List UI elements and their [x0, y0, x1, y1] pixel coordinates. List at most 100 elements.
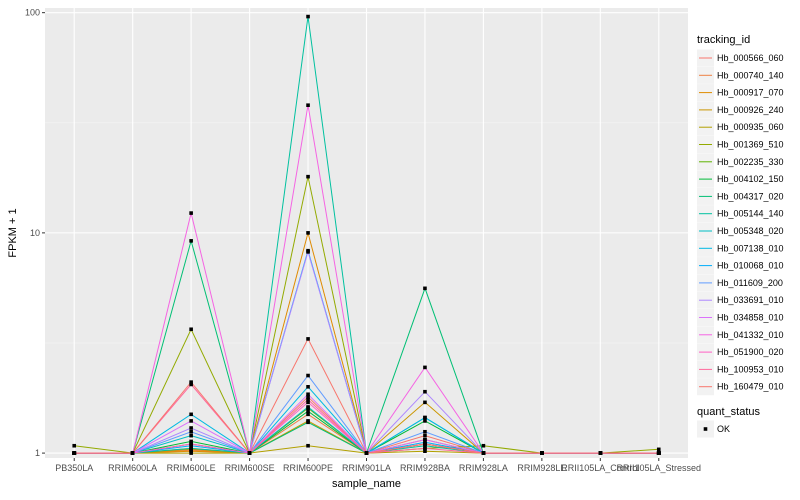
legend-label: Hb_005144_140 [717, 209, 784, 219]
quant-status-legend-items: OK [697, 420, 730, 438]
data-point [423, 415, 427, 420]
legend-key-point [703, 427, 708, 431]
data-point [423, 365, 427, 370]
data-point [306, 420, 310, 425]
data-point [656, 451, 661, 455]
legend-label: Hb_160479_010 [717, 382, 784, 392]
data-point [423, 419, 427, 423]
x-tick-label: RRIM600SE [225, 463, 275, 473]
legend-title: tracking_id [697, 34, 750, 46]
legend-item: Hb_000740_140 [697, 66, 784, 84]
data-point [306, 397, 310, 402]
data-point [423, 449, 427, 454]
legend-label: Hb_051900_020 [717, 347, 784, 357]
data-point [364, 451, 369, 455]
quant-status-legend-title: quant_status [697, 406, 760, 418]
x-axis: PB350LA RRIM600LA RRIM600LE RRIM600SE RRIM60… [55, 458, 701, 473]
data-point [72, 443, 77, 448]
x-tick-label: RRIM600PE [283, 463, 333, 473]
legend-item: Hb_010068_010 [697, 257, 784, 275]
data-point [306, 400, 310, 405]
legend-label: Hb_005348_020 [717, 226, 784, 236]
data-point [72, 451, 77, 455]
data-point [189, 433, 193, 438]
data-point [598, 451, 603, 455]
data-point [306, 443, 310, 448]
legend-label: Hb_000917_070 [717, 88, 784, 98]
legend-items: Hb_000566_060 Hb_000740_140 Hb_000917_070 H… [697, 49, 784, 396]
data-point [189, 442, 193, 446]
x-tick-label: RRIM928BA [400, 463, 450, 473]
y-tick-label: 10 [30, 228, 40, 238]
quant-status-label: OK [717, 424, 730, 434]
data-point [189, 380, 193, 384]
legend-item: Hb_004102_150 [697, 170, 784, 188]
x-axis-title: sample_name [332, 478, 401, 490]
x-tick-label: PB350LA [55, 463, 93, 473]
data-point [481, 451, 486, 455]
data-point [306, 395, 310, 399]
data-point [306, 385, 310, 389]
data-point [423, 389, 427, 394]
data-point [481, 443, 486, 448]
data-point [423, 437, 427, 442]
data-point [306, 174, 310, 179]
data-point [306, 337, 310, 341]
data-point [423, 400, 427, 405]
legend-label: Hb_100953_010 [717, 364, 784, 374]
legend-item: Hb_034858_010 [697, 309, 784, 326]
legend-label: Hb_000935_060 [717, 122, 784, 132]
data-point [189, 446, 193, 451]
data-point [306, 14, 310, 19]
x-tick-label: RRIM600LE [167, 463, 216, 473]
legend-label: Hb_033691_010 [717, 295, 784, 305]
data-point [306, 250, 310, 254]
x-tick-label: RRIM928LE [517, 463, 566, 473]
legend-item: Hb_005144_140 [697, 205, 784, 223]
x-tick-label: RRIM928LA [459, 463, 508, 473]
legend-item: Hb_041332_010 [697, 326, 784, 344]
y-axis-title: FPKM + 1 [7, 208, 19, 257]
legend-label: Hb_002235_330 [717, 157, 784, 167]
data-point [656, 447, 661, 452]
data-point [540, 451, 544, 455]
legend-item: Hb_002235_330 [697, 153, 784, 171]
data-point [189, 429, 193, 434]
legend-label: Hb_004317_020 [717, 191, 784, 201]
data-point [306, 392, 310, 397]
legend-label: Hb_034858_010 [717, 313, 784, 323]
legend-item: Hb_000926_240 [697, 101, 784, 119]
legend-label: Hb_001369_510 [717, 140, 784, 150]
data-point [189, 426, 193, 430]
data-point [189, 382, 193, 387]
data-point [189, 451, 193, 455]
legend-item: Hb_000566_060 [697, 49, 784, 67]
legend-label: Hb_000566_060 [717, 53, 784, 63]
data-point [423, 446, 427, 451]
x-tick-label: RRII105LA_Stressed [616, 463, 701, 473]
legend-item: Hb_011609_200 [697, 274, 783, 292]
legend-label: Hb_041332_010 [717, 330, 784, 340]
data-point [189, 439, 193, 444]
data-point [189, 412, 193, 417]
data-point [423, 442, 427, 446]
legend-item: Hb_005348_020 [697, 222, 784, 240]
data-point [189, 327, 193, 332]
x-tick-label: RRII105LA_Control [561, 463, 639, 473]
data-point [247, 451, 252, 455]
data-point [423, 286, 427, 291]
legend-label: Hb_011609_200 [717, 278, 783, 288]
legend-item: Hb_100953_010 [697, 360, 784, 378]
data-point [423, 429, 427, 434]
quant-status-legend-item: OK [697, 420, 730, 438]
x-tick-label: RRIM901LA [342, 463, 391, 473]
data-point [306, 231, 310, 235]
data-point [306, 412, 310, 417]
legend-item: Hb_033691_010 [697, 291, 784, 309]
data-point [189, 211, 193, 215]
legend-label: Hb_007138_010 [717, 243, 784, 253]
legend: tracking_id Hb_000566_060Hb_000740_140Hb… [697, 34, 784, 438]
y-tick-label: 100 [25, 8, 40, 18]
legend-label: Hb_000740_140 [717, 70, 784, 80]
y-tick-label: 1 [35, 448, 40, 458]
